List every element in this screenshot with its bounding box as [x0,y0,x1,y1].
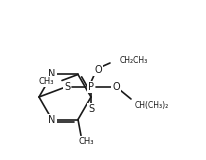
Text: CH(CH₃)₂: CH(CH₃)₂ [134,100,169,109]
Text: P: P [88,82,94,92]
Text: CH₂CH₃: CH₂CH₃ [119,56,147,64]
Text: S: S [64,82,70,92]
Text: O: O [112,82,119,92]
Text: N: N [48,115,55,124]
Text: CH₃: CH₃ [38,77,54,86]
Text: CH₃: CH₃ [78,137,93,146]
Text: N: N [48,69,55,80]
Text: O: O [94,65,101,75]
Text: S: S [88,104,94,114]
